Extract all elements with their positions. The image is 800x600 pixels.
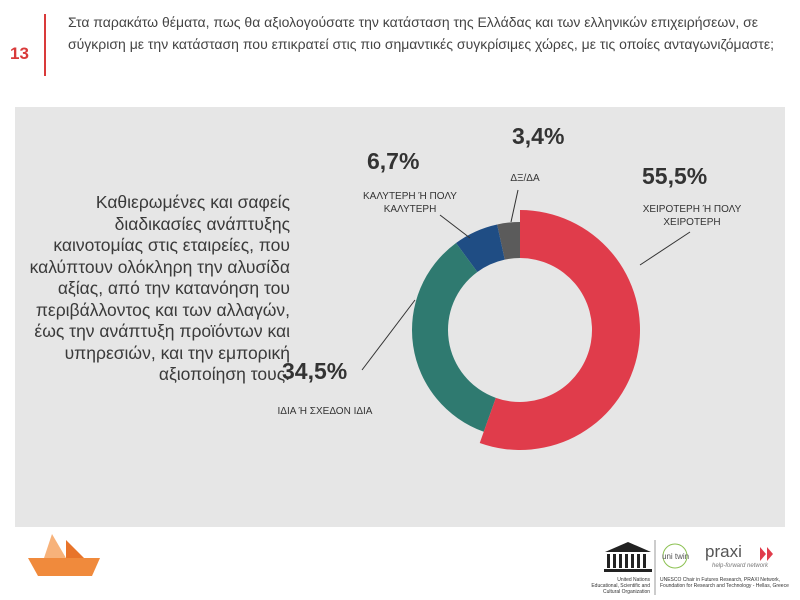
praxi-arrow	[760, 547, 766, 561]
donut-segment	[412, 242, 496, 432]
value-label: 3,4%	[512, 123, 565, 149]
value-label: 34,5%	[282, 358, 348, 384]
boat-icon	[28, 558, 100, 576]
category-label: ΧΕΙΡΟΤΕΡΗ Ή ΠΟΛΥ ΧΕΙΡΟΤΕΡΗ	[642, 204, 742, 228]
unitwin-text: uni twin	[662, 552, 690, 561]
chair-text: UNESCO Chair in Futures Research, PRAXI …	[660, 577, 789, 589]
leader-line	[510, 189, 519, 223]
category-label: ΔΞ/ΔΑ	[510, 173, 540, 184]
unesco-logo	[604, 542, 652, 572]
page-number: 13	[10, 44, 29, 63]
category-label: ΙΔΙΑ Ή ΣΧΕΔΟΝ ΙΔΙΑ	[277, 406, 373, 417]
leader-line	[639, 231, 691, 266]
praxi-tagline: help-forward network	[712, 563, 769, 569]
leader-line	[439, 214, 471, 239]
unesco-text: United Nations Educational, Scientific a…	[591, 577, 650, 595]
panel	[15, 107, 785, 527]
question: Στα παρακάτω θέματα, πως θα αξιολογούσατ…	[68, 14, 774, 52]
boat-icon	[66, 540, 84, 558]
panel-text: Καθιερωμένες και σαφείς διαδικασίες ανάπ…	[29, 192, 290, 384]
unitwin-logo	[662, 543, 688, 569]
value-label: 6,7%	[367, 148, 420, 174]
value-label: 55,5%	[642, 163, 708, 189]
category-label: ΚΑΛΥΤΕΡΗ Ή ΠΟΛΥ ΚΑΛΥΤΕΡΗ	[363, 191, 457, 215]
header-bar	[44, 14, 46, 76]
boat-icon	[44, 534, 66, 558]
leader-line	[361, 299, 416, 371]
donut-segment	[497, 222, 520, 260]
donut-segment	[479, 210, 641, 450]
praxi-text: praxi	[705, 542, 742, 561]
praxi-arrow	[767, 547, 773, 561]
